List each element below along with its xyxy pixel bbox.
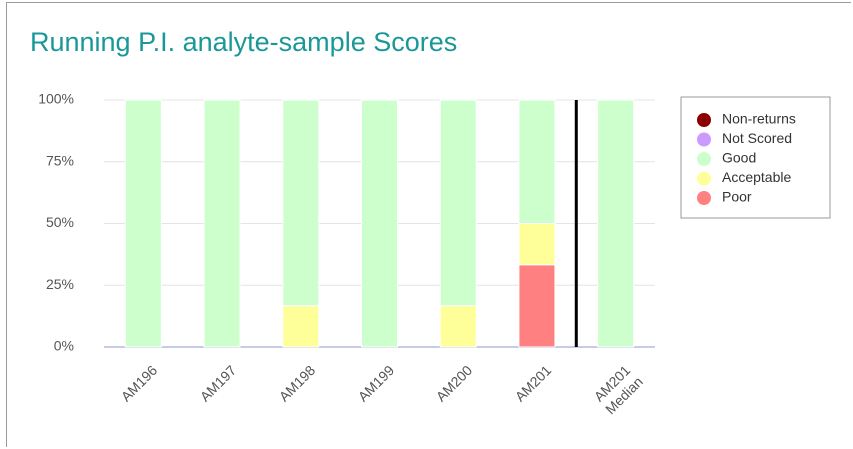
legend-label: Poor — [722, 189, 752, 205]
legend-swatch — [697, 191, 711, 205]
legend-swatch — [697, 132, 711, 147]
bar-segment — [282, 99, 320, 307]
bar-segment — [282, 305, 320, 348]
legend-label: Non-returns — [722, 111, 796, 127]
bar-segment — [518, 264, 556, 348]
legend-label: Good — [722, 150, 756, 166]
bar-segment — [439, 99, 477, 307]
legend-label: Not Scored — [722, 130, 792, 146]
y-tick-label: 75% — [46, 152, 74, 168]
legend-swatch — [697, 152, 711, 166]
bar-segment — [124, 99, 162, 348]
y-tick-label: 25% — [46, 276, 74, 292]
bar-segment — [361, 99, 398, 348]
bar-segment — [518, 223, 556, 266]
bar-segment — [597, 99, 635, 348]
bar-segment — [439, 305, 477, 348]
y-tick-label: 50% — [46, 214, 74, 230]
bar-segment — [518, 99, 556, 224]
legend-label: Acceptable — [722, 169, 791, 185]
legend-swatch — [697, 113, 711, 127]
bar-segment — [203, 99, 241, 348]
frame — [6, 2, 851, 447]
chart-title: Running P.I. analyte-sample Scores — [30, 27, 457, 57]
legend-swatch — [697, 171, 711, 186]
y-tick-label: 0% — [54, 338, 74, 354]
y-tick-label: 100% — [38, 91, 74, 107]
